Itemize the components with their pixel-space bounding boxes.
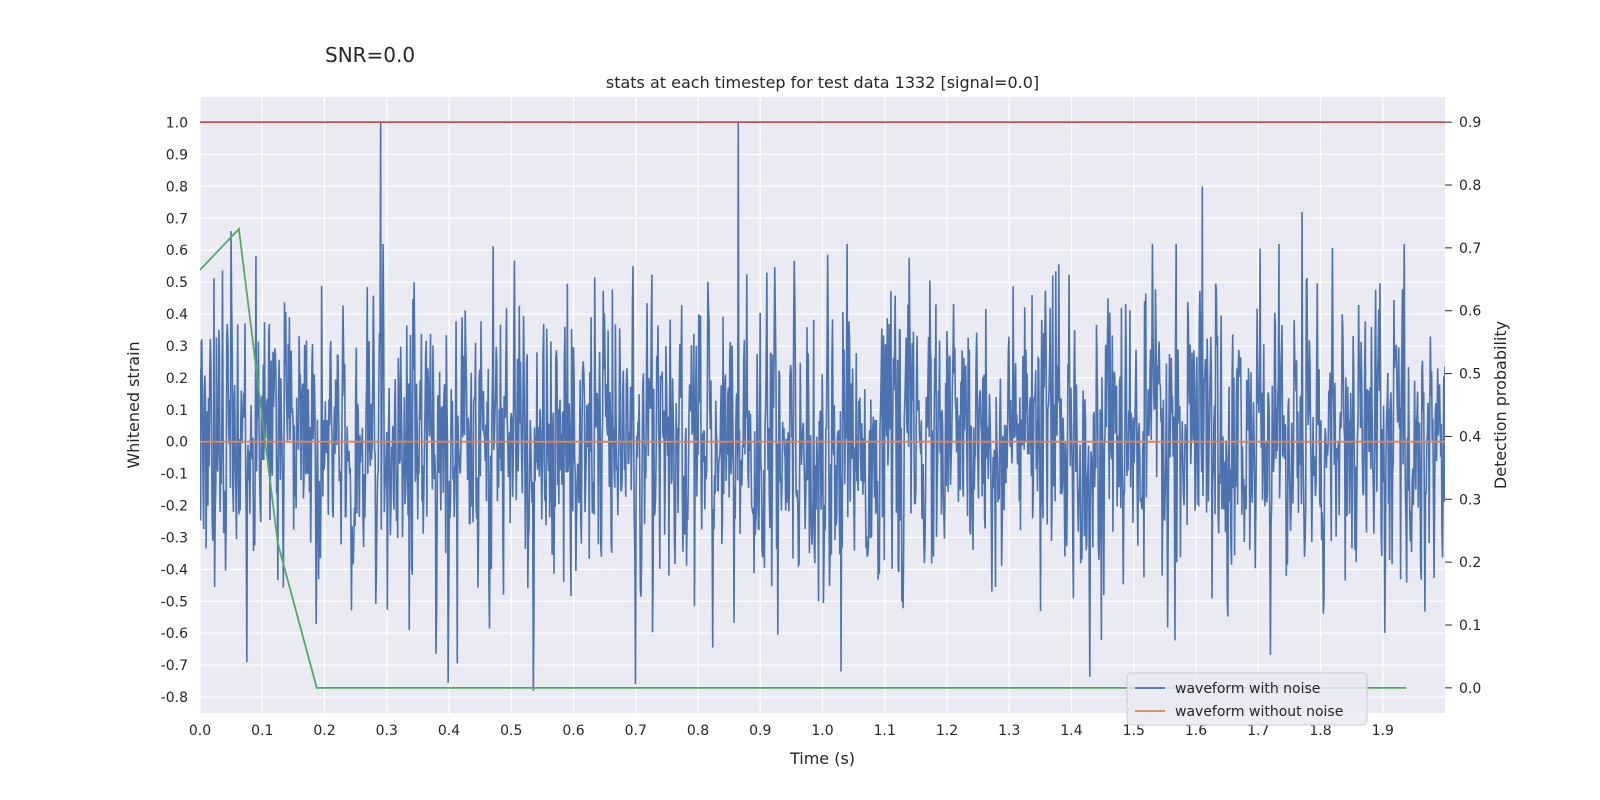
x-tick-label: 0.9 [749,723,771,739]
y-tick-label: -0.5 [161,594,188,610]
x-tick-label: 1.0 [811,723,833,739]
x-tick-label: 1.9 [1372,723,1394,739]
y-tick-label: 0.2 [166,371,188,387]
y-tick-label: 0.5 [166,275,188,291]
y-right-tick-label: 0.6 [1459,304,1481,320]
y-tick-label: -0.3 [161,530,188,546]
legend[interactable]: waveform with noise waveform without nois… [1126,672,1368,726]
legend-entry: waveform without noise [1175,704,1343,720]
x-tick-label: 0.4 [438,723,460,739]
x-tick-label: 0.7 [625,723,647,739]
y-tick-label: 0.3 [166,339,188,355]
y-axis-right-label: Detection probability [1491,321,1510,489]
x-tick-label: 0.1 [251,723,273,739]
x-tick-label: 1.1 [874,723,896,739]
x-tick-label: 0.3 [376,723,398,739]
legend-box [1126,672,1368,726]
x-axis-label: Time (s) [789,749,855,768]
series-detection-probability [200,227,1407,689]
x-tick-label: 0.5 [500,723,522,739]
y-right-tick-label: 0.7 [1459,241,1481,257]
x-tick-label: 1.2 [936,723,958,739]
x-tick-label: 1.5 [1123,723,1145,739]
x-tick-label: 0.2 [313,723,335,739]
x-tick-label: 1.3 [998,723,1020,739]
plot-title: stats at each timestep for test data 133… [606,73,1039,92]
plot-lines [200,121,1445,691]
y-right-tick-label: 0.9 [1459,115,1481,131]
y-tick-label: 0.8 [166,179,188,195]
y-right-tick-label: 0.3 [1459,492,1481,508]
y-tick-label: -0.6 [161,626,188,642]
x-tick-label: 0.0 [189,723,211,739]
y-tick-label: -0.8 [161,690,188,706]
y-right-tick-label: 0.2 [1459,555,1481,571]
y-tick-label: -0.2 [161,499,188,515]
y-right-tick-label: 0.1 [1459,618,1481,634]
x-tick-label: 0.6 [562,723,584,739]
x-tick-label: 1.7 [1247,723,1269,739]
x-tick-label: 1.4 [1060,723,1082,739]
y-tick-label: 0.1 [166,403,188,419]
y-tick-label: -0.1 [161,467,188,483]
y-tick-label: 0.4 [166,307,188,323]
x-tick-label: 1.6 [1185,723,1207,739]
y-tick-label: -0.7 [161,658,188,674]
y-tick-label: 0.6 [166,243,188,259]
y-right-tick-label: 0.5 [1459,367,1481,383]
series-waveform-with-noise [200,122,1445,691]
y-tick-label: -0.4 [161,562,188,578]
y-axis-label: Whitened strain [124,341,143,468]
x-tick-label: 1.8 [1309,723,1331,739]
y-right-tick-label: 0.4 [1459,429,1481,445]
y-right-tick-label: 0.0 [1459,681,1481,697]
y-tick-label: 0.0 [166,435,188,451]
y-tick-label: 0.9 [166,147,188,163]
legend-entry: waveform with noise [1175,681,1320,697]
y-right-tick-label: 0.8 [1459,178,1481,194]
x-tick-label: 0.8 [687,723,709,739]
suptitle: SNR=0.0 [325,43,415,67]
axes-labels: 0.0 0.1 0.2 0.3 0.4 0.5 0.6 0.7 0.8 0.9 1.0 1.1 1.2 1… [161,115,1482,739]
y-tick-label: 0.7 [166,211,188,227]
y-tick-label: 1.0 [166,116,188,132]
